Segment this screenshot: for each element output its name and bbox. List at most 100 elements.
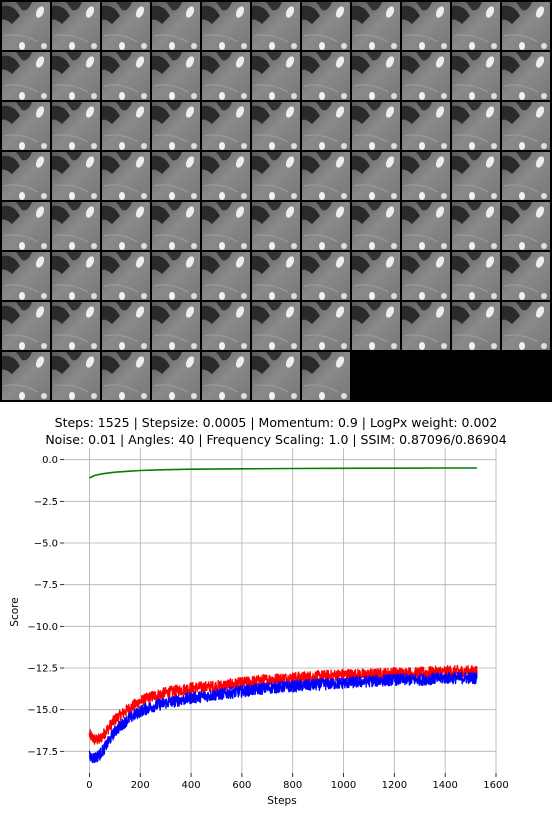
image-tile <box>252 2 300 50</box>
image-tile <box>352 202 400 250</box>
image-tile <box>52 152 100 200</box>
image-tile <box>502 302 550 350</box>
image-tile <box>2 102 50 150</box>
image-tile <box>502 2 550 50</box>
image-tile <box>352 152 400 200</box>
series-line-2 <box>88 671 478 764</box>
image-tile <box>2 152 50 200</box>
image-tile <box>52 2 100 50</box>
image-tile <box>502 52 550 100</box>
x-tick-label: 1400 <box>432 780 457 791</box>
y-axis-ticks: 0.0 −2.5 −5.0 −7.5 −10.0 −12.5 −15.0 −17.5 <box>27 455 64 758</box>
image-tile <box>452 302 500 350</box>
image-tile <box>302 152 350 200</box>
image-tile <box>352 252 400 300</box>
image-tile <box>152 302 200 350</box>
image-tile <box>502 252 550 300</box>
image-tile <box>2 52 50 100</box>
image-tile <box>352 2 400 50</box>
image-tile <box>452 2 500 50</box>
series-layer <box>88 467 478 764</box>
x-tick-label: 400 <box>182 780 201 791</box>
image-tile <box>2 2 50 50</box>
image-tile <box>202 2 250 50</box>
image-tile <box>152 252 200 300</box>
image-tile <box>402 252 450 300</box>
image-tile <box>302 202 350 250</box>
image-tile <box>252 52 300 100</box>
image-tile <box>452 152 500 200</box>
image-grid-tiles <box>2 2 550 400</box>
image-tile <box>502 102 550 150</box>
image-tile <box>52 102 100 150</box>
image-tile <box>452 102 500 150</box>
image-tile <box>202 202 250 250</box>
image-tile <box>252 152 300 200</box>
x-tick-label: 200 <box>131 780 150 791</box>
chart-title-line-1: Steps: 1525 | Stepsize: 0.0005 | Momentu… <box>54 415 498 430</box>
image-tile <box>102 52 150 100</box>
image-tile <box>152 2 200 50</box>
image-tile <box>202 302 250 350</box>
y-tick-label: −12.5 <box>27 664 58 675</box>
y-tick-label: 0.0 <box>42 455 58 466</box>
image-tile <box>152 352 200 400</box>
y-tick-label: −15.0 <box>27 705 58 716</box>
image-tile <box>252 302 300 350</box>
image-tile <box>402 2 450 50</box>
x-tick-label: 800 <box>283 780 302 791</box>
series-line-0 <box>89 467 477 479</box>
x-axis-label: Steps <box>267 795 296 807</box>
image-tile <box>102 152 150 200</box>
x-tick-label: 0 <box>86 780 92 791</box>
chart-title: Steps: 1525 | Stepsize: 0.0005 | Momentu… <box>0 414 552 448</box>
image-tile <box>402 52 450 100</box>
image-tile <box>202 152 250 200</box>
y-tick-label: −17.5 <box>27 747 58 758</box>
image-tile <box>102 352 150 400</box>
image-tile <box>402 202 450 250</box>
y-tick-label: −7.5 <box>34 580 58 591</box>
image-tile <box>152 102 200 150</box>
image-tile <box>52 202 100 250</box>
x-tick-label: 1600 <box>483 780 508 791</box>
image-grid <box>0 0 552 402</box>
image-tile <box>302 352 350 400</box>
image-tile <box>152 152 200 200</box>
image-tile <box>102 252 150 300</box>
y-axis-label: Score <box>9 597 21 626</box>
image-tile <box>152 52 200 100</box>
chart-title-line-2: Noise: 0.01 | Angles: 40 | Frequency Sca… <box>45 432 507 447</box>
image-tile <box>252 352 300 400</box>
image-tile <box>102 102 150 150</box>
x-axis-ticks: 0 200 400 600 800 1000 1200 1400 1600 <box>86 773 509 791</box>
image-tile <box>52 352 100 400</box>
image-tile <box>402 152 450 200</box>
image-tile <box>452 202 500 250</box>
image-tile <box>52 302 100 350</box>
image-tile <box>452 52 500 100</box>
x-tick-label: 1000 <box>331 780 356 791</box>
y-tick-label: −2.5 <box>34 497 58 508</box>
image-tile <box>302 2 350 50</box>
image-tile <box>502 152 550 200</box>
x-tick-label: 600 <box>232 780 251 791</box>
y-tick-label: −10.0 <box>27 622 58 633</box>
image-tile <box>302 252 350 300</box>
image-tile <box>452 252 500 300</box>
image-tile <box>402 302 450 350</box>
image-tile <box>2 202 50 250</box>
grid-lines <box>64 448 497 773</box>
image-tile <box>202 102 250 150</box>
image-tile <box>102 2 150 50</box>
image-tile <box>302 102 350 150</box>
image-tile <box>202 52 250 100</box>
image-tile <box>2 252 50 300</box>
image-tile <box>52 252 100 300</box>
image-tile <box>2 352 50 400</box>
image-tile <box>352 302 400 350</box>
image-tile <box>302 302 350 350</box>
image-tile <box>2 302 50 350</box>
x-tick-label: 1200 <box>382 780 407 791</box>
